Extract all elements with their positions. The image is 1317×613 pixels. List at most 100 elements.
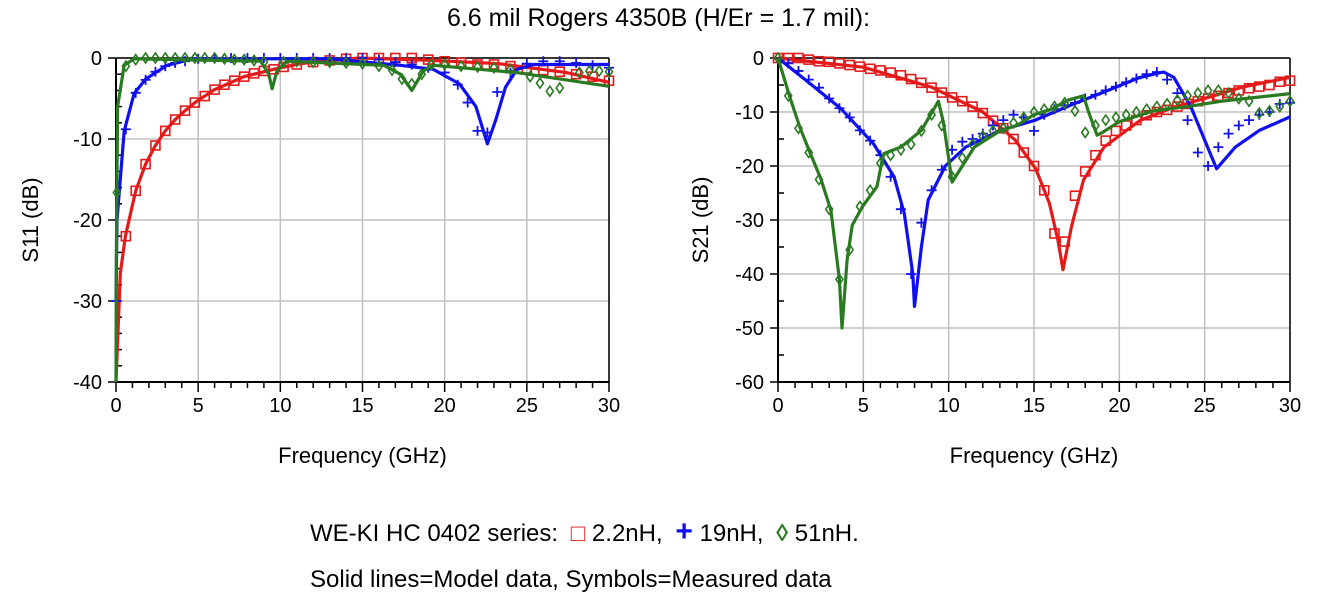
measured-point-square <box>150 140 161 151</box>
measured-point-diamond <box>1121 108 1131 122</box>
measured-point-diamond <box>574 66 584 79</box>
measured-point-diamond <box>1234 92 1244 105</box>
measured-point-square <box>160 125 171 137</box>
measured-point-square <box>854 61 866 72</box>
measured-point-diamond <box>180 52 190 65</box>
measured-point-plus <box>1233 120 1244 131</box>
measured-point-square <box>916 77 927 89</box>
measured-point-plus <box>390 57 401 68</box>
measured-point-diamond <box>906 138 916 151</box>
x-axis-label: Frequency (GHz) <box>278 443 447 468</box>
measured-point-square <box>1110 125 1122 137</box>
measured-point-plus <box>130 87 141 98</box>
measured-point-diamond <box>150 52 160 65</box>
measured-point-plus <box>150 66 161 77</box>
y-tick-label: -40 <box>73 372 102 394</box>
measured-point-square <box>1253 81 1265 92</box>
series-51nh <box>112 52 614 383</box>
series-2-2nh <box>114 52 615 383</box>
measured-point-diamond <box>773 52 783 65</box>
measured-point-diamond <box>998 121 1008 135</box>
measured-point-diamond <box>794 121 803 135</box>
x-tick-label: 10 <box>938 395 960 417</box>
measured-point-diamond <box>845 243 855 257</box>
measured-point-square <box>1233 85 1245 96</box>
x-tick-label: 30 <box>1279 395 1301 417</box>
measured-point-plus <box>824 93 835 104</box>
measured-point-square <box>554 66 566 78</box>
measured-point-plus <box>1182 115 1193 126</box>
y-axis-label: S11 (dB) <box>18 177 43 262</box>
measured-point-square <box>1028 160 1040 172</box>
y-axis-label: S21 (dB) <box>688 177 713 264</box>
measured-point-plus <box>1162 74 1173 85</box>
measured-point-diamond <box>131 53 141 67</box>
measured-point-diamond <box>489 61 499 75</box>
x-tick-label: 30 <box>598 395 620 417</box>
measured-point-diamond <box>210 52 220 65</box>
measured-point-diamond <box>604 65 614 79</box>
measured-point-diamond <box>1101 113 1111 127</box>
measured-point-diamond <box>358 57 367 71</box>
y-tick-label: -10 <box>73 129 102 151</box>
y-tick-label: -20 <box>735 156 764 178</box>
x-tick-label: 0 <box>772 395 783 417</box>
measured-point-diamond <box>1152 100 1162 113</box>
measured-point-plus <box>885 171 896 182</box>
measured-point-diamond <box>1193 86 1203 100</box>
measured-point-diamond <box>1265 104 1274 118</box>
measured-point-plus <box>865 135 876 146</box>
measured-point-plus <box>1151 67 1162 78</box>
measured-point-diamond <box>141 52 151 65</box>
y-tick-label: 0 <box>753 48 764 70</box>
measured-point-square <box>936 87 948 98</box>
measured-point-diamond <box>417 67 427 81</box>
x-tick-label: 5 <box>193 395 204 417</box>
measured-point-plus <box>472 125 483 136</box>
measured-point-diamond <box>190 52 200 65</box>
legend-label-19nh: 19nH, <box>699 520 764 547</box>
measured-point-diamond <box>456 59 466 73</box>
measured-point-square <box>1100 135 1111 146</box>
measured-point-plus <box>1110 81 1121 92</box>
measured-point-diamond <box>427 58 436 71</box>
x-tick-label: 0 <box>110 395 121 417</box>
measured-point-plus <box>1100 85 1111 96</box>
measured-point-diamond <box>1142 102 1152 116</box>
measured-point-diamond <box>121 59 131 73</box>
measured-point-diamond <box>1039 102 1049 116</box>
measured-point-diamond <box>387 63 397 77</box>
measured-point-diamond <box>988 124 998 138</box>
y-tick-label: -20 <box>73 210 102 232</box>
measured-point-diamond <box>875 156 885 170</box>
measured-point-diamond <box>937 119 947 132</box>
measured-point-square <box>1018 147 1030 158</box>
measured-point-plus <box>895 204 906 215</box>
measured-point-diamond <box>1060 96 1070 110</box>
y-tick-label: 0 <box>91 48 102 70</box>
measured-point-diamond <box>1131 105 1141 119</box>
measured-point-square <box>189 97 201 108</box>
measured-point-square <box>895 69 907 81</box>
measured-point-plus <box>813 82 824 93</box>
measured-point-diamond <box>927 108 937 122</box>
measured-point-square <box>946 92 958 103</box>
measured-point-square <box>1243 82 1255 94</box>
measured-point-plus <box>1213 142 1224 153</box>
measured-point-diamond <box>397 72 407 86</box>
measured-point-square <box>140 158 151 170</box>
measured-point-plus <box>521 58 532 69</box>
measured-point-plus <box>1223 128 1234 139</box>
x-axis-label: Frequency (GHz) <box>950 443 1119 468</box>
measured-point-square <box>967 101 978 112</box>
measured-point-diamond <box>249 54 259 67</box>
measured-point-plus <box>571 57 582 68</box>
measured-point-square <box>219 79 230 91</box>
measured-point-plus <box>854 125 865 136</box>
measured-point-plus <box>1029 125 1039 136</box>
measured-point-square <box>977 107 989 119</box>
measured-point-diamond <box>957 151 967 165</box>
legend-square-icon: □ <box>570 520 586 547</box>
measured-point-plus <box>1121 77 1132 88</box>
